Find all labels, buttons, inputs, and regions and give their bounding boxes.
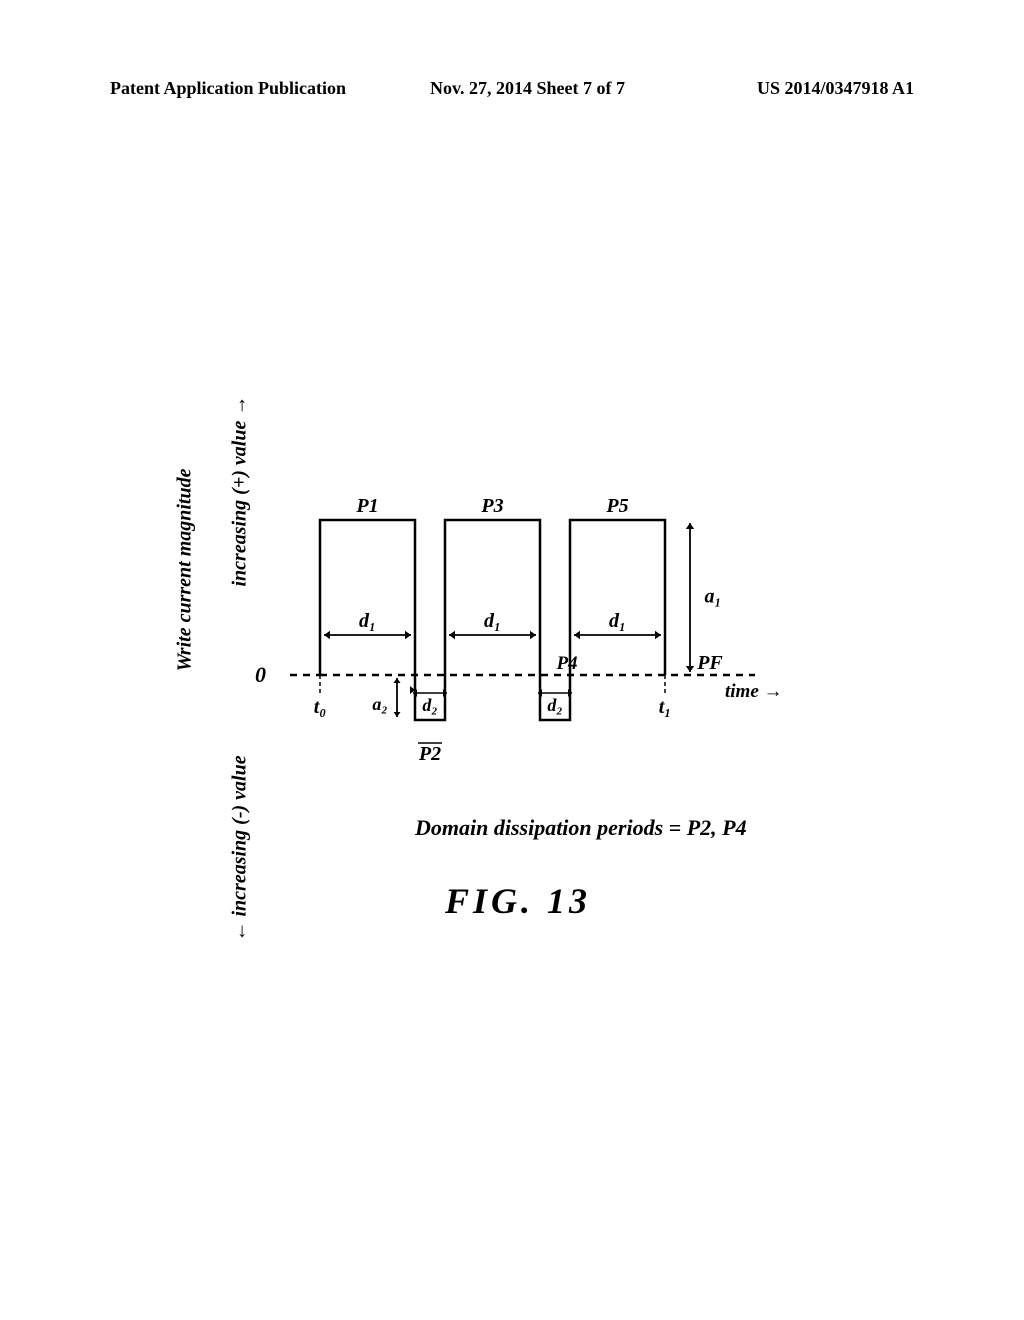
figure-number: FIG. 13 xyxy=(445,880,591,922)
figure-13: Write current magnitude increasing (+) v… xyxy=(195,420,895,940)
caption: Domain dissipation periods = P2, P4 xyxy=(415,815,747,841)
svg-text:P3: P3 xyxy=(480,495,503,517)
y-axis-label-main: Write current magnitude xyxy=(174,469,197,672)
svg-text:d₁: d₁ xyxy=(484,610,501,632)
svg-text:t₁: t₁ xyxy=(659,696,672,718)
svg-text:a₁: a₁ xyxy=(705,586,722,608)
svg-text:d₂: d₂ xyxy=(422,695,437,715)
svg-text:d₁: d₁ xyxy=(359,610,376,632)
header-right: US 2014/0347918 A1 xyxy=(757,78,914,99)
svg-text:t₀: t₀ xyxy=(314,696,327,718)
svg-text:PF: PF xyxy=(696,652,723,674)
svg-text:a₂: a₂ xyxy=(372,694,387,714)
patent-page: Patent Application Publication Nov. 27, … xyxy=(0,0,1024,1320)
header-left: Patent Application Publication xyxy=(110,78,346,99)
svg-text:P5: P5 xyxy=(605,495,628,517)
svg-text:P4: P4 xyxy=(555,653,577,674)
header-center: Nov. 27, 2014 Sheet 7 of 7 xyxy=(430,78,625,99)
svg-text:P2: P2 xyxy=(418,743,441,765)
zero-label: 0 xyxy=(255,662,266,688)
svg-text:d₁: d₁ xyxy=(609,610,626,632)
svg-text:time →: time → xyxy=(725,681,783,702)
waveform-chart: P1 P3 P5 P2 P4 PF d₁ d₁ d₁ d₂ d₂ a₁ a₂ t₀ t₁ time → xyxy=(290,420,890,790)
svg-text:P1: P1 xyxy=(355,495,378,517)
svg-text:d₂: d₂ xyxy=(547,695,562,715)
y-axis-label-neg: ← increasing (-) value xyxy=(229,755,252,941)
y-axis-label-pos: increasing (+) value → xyxy=(229,396,252,587)
